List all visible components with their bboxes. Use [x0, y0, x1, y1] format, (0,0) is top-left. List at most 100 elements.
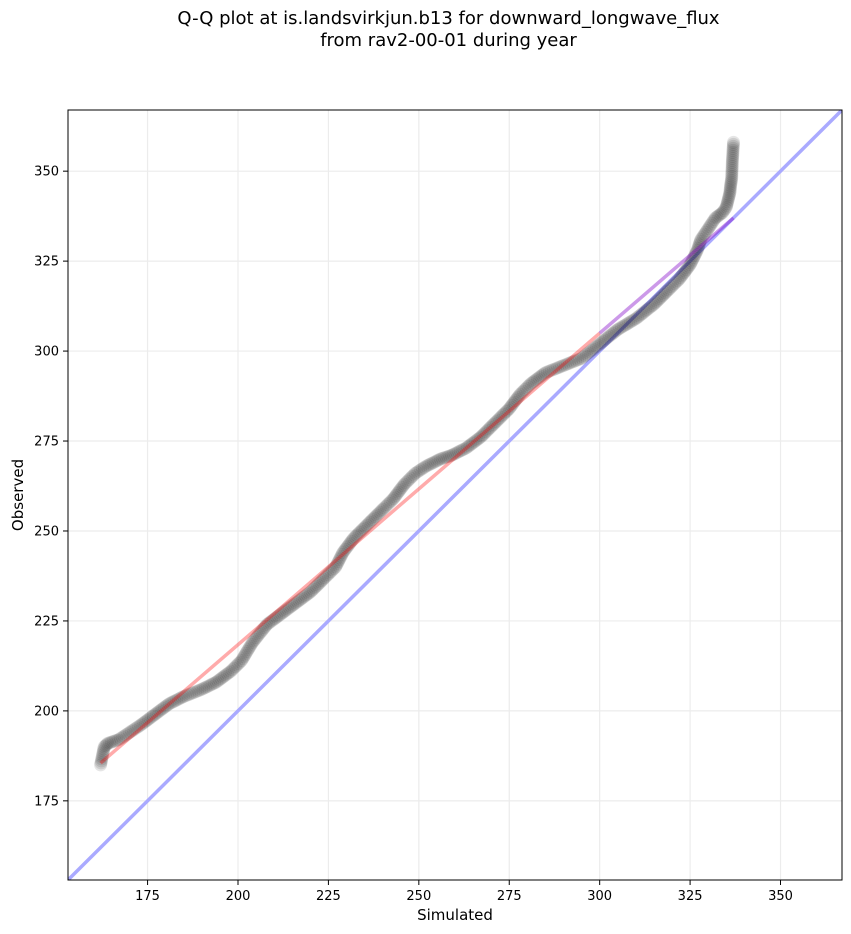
qq-point [675, 269, 689, 283]
qq-point [357, 521, 371, 535]
qq-point [489, 415, 503, 429]
qq-point [154, 703, 168, 717]
qq-point [507, 395, 521, 409]
qq-point [688, 249, 702, 263]
qq-point [611, 323, 625, 336]
qq-point [455, 443, 469, 457]
qq-point [495, 409, 509, 423]
qq-point [103, 736, 117, 750]
qq-point [94, 758, 108, 772]
qq-point [97, 740, 111, 754]
qq-point [247, 634, 261, 648]
qq-point [659, 286, 672, 300]
qq-point [341, 539, 355, 553]
qq-point [353, 525, 366, 539]
qq-point [727, 135, 740, 149]
qq-point [396, 479, 410, 493]
qq-point [332, 553, 346, 567]
qq-point [663, 281, 677, 295]
qq-point [637, 305, 651, 319]
qq-point [714, 207, 728, 221]
qq-point [342, 538, 356, 552]
qq-point [363, 515, 377, 529]
qq-point [620, 317, 634, 331]
y-tick-label: 275 [34, 435, 59, 450]
qq-point [401, 474, 414, 488]
x-tick-label: 300 [587, 889, 612, 904]
qq-point [492, 412, 506, 426]
qq-point [419, 459, 433, 473]
x-tick-label: 250 [406, 889, 431, 904]
qq-point [209, 675, 223, 689]
qq-point [308, 581, 322, 595]
qq-point [479, 425, 493, 439]
qq-point [461, 440, 474, 454]
qq-point [613, 321, 627, 335]
qq-point [518, 383, 532, 397]
qq-point [337, 544, 351, 558]
qq-point [725, 161, 739, 175]
qq-point [686, 252, 700, 266]
qq-point [581, 346, 595, 360]
qq-point [407, 468, 421, 482]
x-axis-ticks: 175 200 225 250 275 300 325 350 [135, 880, 793, 904]
qq-point [240, 645, 254, 658]
qq-point [143, 711, 157, 725]
qq-point [244, 637, 258, 651]
qq-point [689, 247, 702, 261]
qq-point [242, 641, 256, 655]
qq-point [650, 294, 664, 308]
qq-point [361, 517, 375, 531]
qq-point [252, 627, 266, 641]
qq-point [162, 697, 176, 711]
qq-point [115, 730, 129, 744]
qq-point [130, 721, 144, 735]
qq-point [259, 619, 273, 633]
qq-point [329, 560, 343, 574]
qq-point [343, 536, 357, 550]
qq-point [724, 177, 738, 191]
qq-point [692, 238, 706, 252]
qq-point [404, 471, 418, 485]
qq-point [408, 466, 422, 480]
qq-point [173, 691, 187, 705]
qq-point [198, 681, 212, 694]
qq-point [101, 736, 115, 750]
qq-point [421, 458, 435, 472]
qq-point [305, 584, 319, 598]
qq-point [124, 724, 138, 738]
qq-point [723, 182, 737, 196]
y-axis-ticks: 175 200 225 250 275 300 325 350 [34, 165, 68, 809]
qq-point [681, 261, 695, 275]
qq-point [491, 413, 505, 427]
qq-point [432, 453, 446, 467]
qq-point [627, 313, 641, 327]
qq-point [443, 449, 457, 463]
qq-point [726, 143, 740, 157]
qq-point [660, 284, 674, 298]
qq-point [241, 643, 255, 657]
qq-point [425, 457, 438, 470]
qq-point [96, 744, 110, 758]
qq-point [725, 159, 739, 173]
qq-point [657, 287, 671, 301]
qq-point [622, 316, 636, 330]
qq-point [614, 320, 628, 334]
qq-point [510, 392, 523, 406]
qq-point [149, 706, 163, 720]
qq-point [693, 236, 707, 250]
y-tick-label: 350 [34, 165, 59, 180]
qq-point [472, 432, 486, 446]
qq-point [389, 488, 403, 502]
qq-point [230, 658, 244, 672]
qq-point [699, 225, 713, 239]
qq-point [279, 603, 293, 617]
qq-point [573, 352, 587, 366]
qq-point [297, 590, 311, 604]
y-tick-label: 200 [34, 704, 59, 719]
y-tick-label: 175 [34, 794, 59, 809]
qq-point [718, 202, 732, 216]
qq-point [426, 456, 440, 470]
qq-point [336, 546, 350, 560]
qq-point [441, 450, 455, 464]
